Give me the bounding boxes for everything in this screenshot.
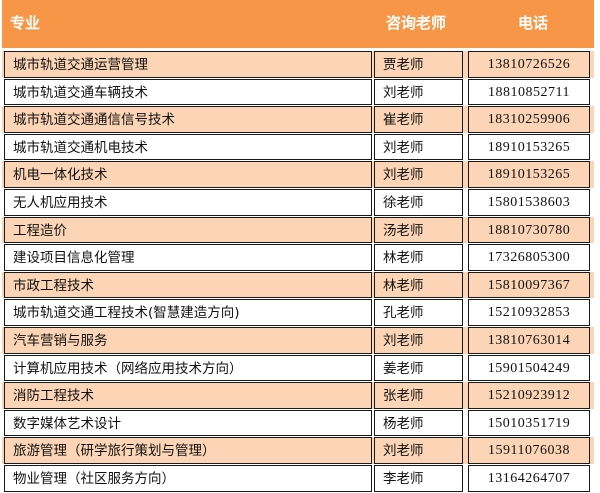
table-row: 消防工程技术 张老师 15210923912 [2,382,594,410]
phone-cell: 15901504249 [468,354,590,382]
header-major: 专业 [10,14,41,32]
table-row: 无人机应用技术 徐老师 15801538603 [2,188,594,217]
phone-cell: 15810097367 [468,271,590,299]
table-row: 机电一体化技术 刘老师 18910153265 [2,161,594,189]
major-cell: 城市轨道交通运营管理 [4,51,372,78]
phone-cell: 18910153265 [468,161,590,188]
major-cell: 计算机应用技术（网络应用技术方向） [4,354,372,382]
teacher-cell: 刘老师 [374,326,463,354]
major-cell: 旅游管理（研学旅行策划与管理） [4,437,372,464]
table-body: 城市轨道交通运营管理 贾老师 13810726526 城市轨道交通车辆技术 刘老师 188… [2,51,594,493]
teacher-cell: 贾老师 [374,51,463,78]
major-cell: 汽车营销与服务 [4,326,372,354]
phone-cell: 18810852711 [468,78,590,106]
major-cell: 机电一体化技术 [4,161,372,188]
teacher-cell: 姜老师 [374,354,463,382]
table-header: 专业 咨询老师 电话 [2,0,594,48]
major-cell: 城市轨道交通机电技术 [4,133,372,161]
major-cell: 工程造价 [4,216,372,244]
teacher-cell: 林老师 [374,271,463,299]
teacher-cell: 汤老师 [374,216,463,244]
table-row: 市政工程技术 林老师 15810097367 [2,271,594,300]
major-cell: 消防工程技术 [4,382,372,409]
major-cell: 物业管理（社区服务方向） [4,464,372,492]
phone-cell: 15911076038 [468,437,590,464]
phone-cell: 15210932853 [468,299,590,326]
major-cell: 城市轨道交通工程技术(智慧建造方向) [4,299,372,326]
table-row: 建设项目信息化管理 林老师 17326805300 [2,244,594,272]
phone-cell: 13810763014 [468,326,590,354]
header-phone: 电话 [517,14,548,32]
teacher-cell: 刘老师 [374,133,463,161]
table-row: 城市轨道交通车辆技术 刘老师 18810852711 [2,78,594,107]
table-row: 城市轨道交通工程技术(智慧建造方向) 孔老师 15210932853 [2,299,594,327]
header-teacher: 咨询老师 [386,14,447,32]
major-cell: 建设项目信息化管理 [4,244,372,271]
major-cell: 市政工程技术 [4,271,372,299]
table-row: 数字媒体艺术设计 杨老师 15010351719 [2,409,594,438]
teacher-cell: 刘老师 [374,161,463,188]
teacher-cell: 李老师 [374,464,463,492]
table-row: 旅游管理（研学旅行策划与管理） 刘老师 15911076038 [2,437,594,465]
teacher-cell: 杨老师 [374,409,463,437]
phone-cell: 18910153265 [468,133,590,161]
table-row: 物业管理（社区服务方向） 李老师 13164264707 [2,464,594,493]
teacher-cell: 刘老师 [374,78,463,106]
phone-cell: 13810726526 [468,51,590,78]
phone-cell: 15010351719 [468,409,590,437]
phone-cell: 15210923912 [468,382,590,409]
teacher-cell: 徐老师 [374,188,463,216]
phone-cell: 18810730780 [468,216,590,244]
major-cell: 城市轨道交通车辆技术 [4,78,372,106]
phone-cell: 17326805300 [468,244,590,271]
phone-cell: 13164264707 [468,464,590,492]
table-row: 城市轨道交通机电技术 刘老师 18910153265 [2,133,594,162]
phone-cell: 18310259906 [468,106,590,133]
table-row: 汽车营销与服务 刘老师 13810763014 [2,326,594,355]
teacher-cell: 孔老师 [374,299,463,326]
table-row: 工程造价 汤老师 18810730780 [2,216,594,245]
table-row: 城市轨道交通通信信号技术 崔老师 18310259906 [2,106,594,134]
major-cell: 数字媒体艺术设计 [4,409,372,437]
phone-cell: 15801538603 [468,188,590,216]
major-cell: 无人机应用技术 [4,188,372,216]
teacher-cell: 林老师 [374,244,463,271]
table-row: 城市轨道交通运营管理 贾老师 13810726526 [2,51,594,79]
teacher-cell: 张老师 [374,382,463,409]
table-row: 计算机应用技术（网络应用技术方向） 姜老师 15901504249 [2,354,594,383]
major-cell: 城市轨道交通通信信号技术 [4,106,372,133]
teacher-cell: 崔老师 [374,106,463,133]
teacher-cell: 刘老师 [374,437,463,464]
